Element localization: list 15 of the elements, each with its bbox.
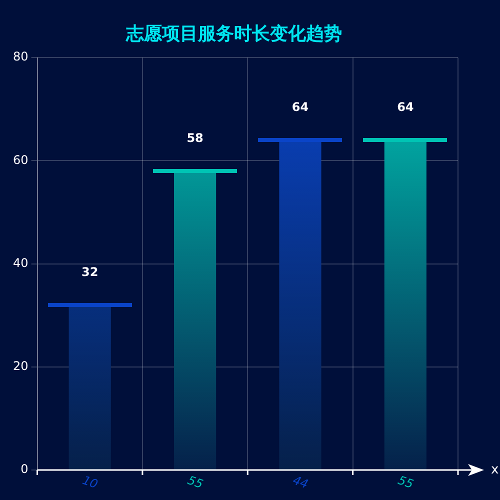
data-label: 64 bbox=[397, 100, 414, 114]
x-tick-label: 10 bbox=[80, 472, 100, 492]
x-tick-label: 55 bbox=[186, 472, 205, 492]
y-tick-label: 40 bbox=[12, 256, 28, 270]
chart-title: 志愿项目服务时长变化趋势 bbox=[125, 23, 342, 44]
data-label: 32 bbox=[82, 265, 98, 280]
y-tick-label: 0 bbox=[20, 462, 28, 476]
data-label: 58 bbox=[186, 131, 204, 146]
y-tick-label: 20 bbox=[12, 359, 28, 374]
y-tick-label: 60 bbox=[12, 152, 28, 167]
x-tick-label: 44 bbox=[290, 472, 310, 492]
x-tick-label: 55 bbox=[396, 472, 416, 492]
x-axis-title: x bbox=[491, 462, 499, 478]
data-label: 64 bbox=[292, 100, 309, 114]
y-tick-label: 80 bbox=[12, 50, 28, 64]
